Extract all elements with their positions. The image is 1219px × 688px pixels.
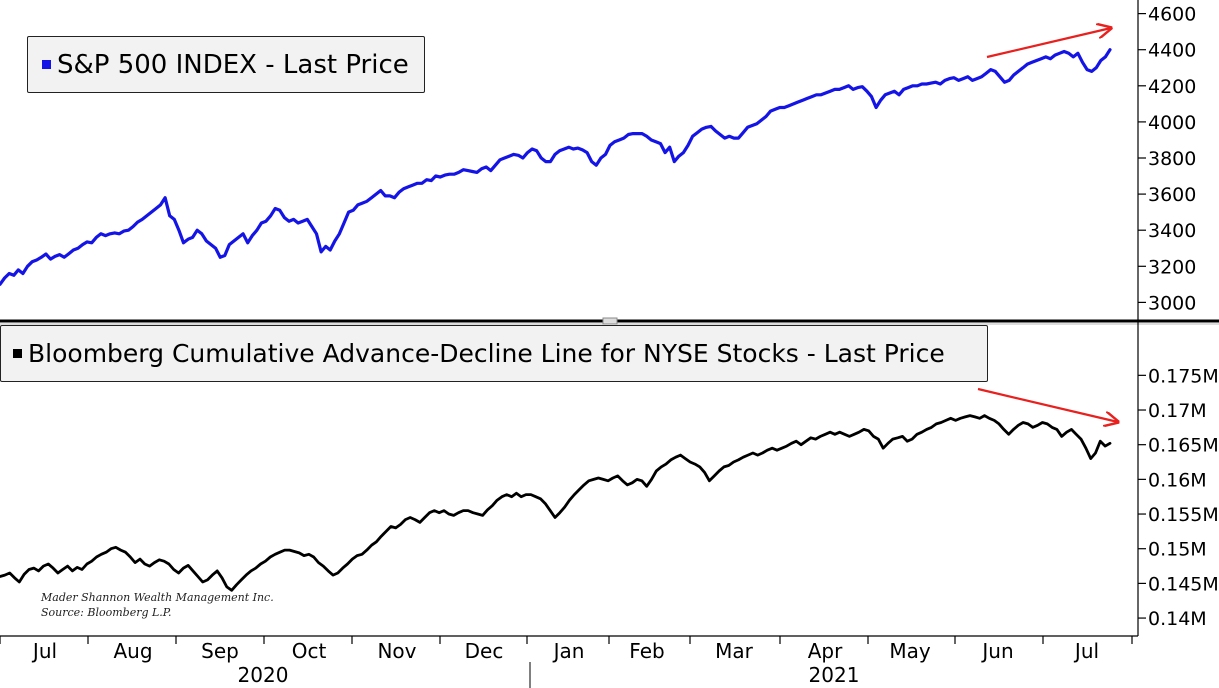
y-tick-label: 3800 [1148, 148, 1196, 170]
y-tick-label: 3400 [1148, 220, 1196, 242]
credit-source: Source: Bloomberg L.P. [41, 606, 172, 619]
y-tick-label: 0.145M [1148, 573, 1219, 595]
credit-firm: Mader Shannon Wealth Management Inc. [41, 591, 274, 604]
sp500-legend-label: S&P 500 INDEX - Last Price [57, 49, 409, 80]
black-square-icon [13, 349, 22, 358]
x-tick-label: Jul [1073, 639, 1099, 663]
y-tick-label: 0.14M [1148, 608, 1207, 630]
x-tick-label: Oct [292, 639, 327, 663]
ad-line-legend-label: Bloomberg Cumulative Advance-Decline Lin… [28, 339, 945, 368]
x-tick-label: Mar [715, 639, 754, 663]
credit-block: Mader Shannon Wealth Management Inc. Sou… [41, 590, 274, 620]
sp500-price-line [0, 48, 1112, 286]
y-tick-label: 3200 [1148, 256, 1196, 278]
panel-resize-handle[interactable] [602, 317, 618, 325]
y-tick-label: 4000 [1148, 112, 1196, 134]
x-tick-label: Feb [629, 639, 664, 663]
x-tick-label: Jul [31, 639, 57, 663]
x-tick-label: Nov [377, 639, 416, 663]
y-tick-label: 4200 [1148, 76, 1196, 98]
x-tick-label: Sep [201, 639, 239, 663]
x-year-label: 2021 [809, 663, 860, 687]
x-tick-label: Jan [552, 639, 585, 663]
x-year-label: 2020 [238, 663, 289, 687]
ad-line-legend: Bloomberg Cumulative Advance-Decline Lin… [0, 325, 988, 382]
x-tick-label: Jun [980, 639, 1013, 663]
y-tick-label: 0.155M [1148, 504, 1219, 526]
y-tick-label: 3000 [1148, 292, 1196, 314]
y-tick-label: 0.17M [1148, 400, 1207, 422]
y-tick-label: 4600 [1148, 4, 1196, 26]
sp500-trend-arrow [986, 28, 1111, 59]
y-tick-label: 0.175M [1148, 365, 1219, 387]
y-tick-label: 0.16M [1148, 469, 1207, 491]
y-tick-label: 4400 [1148, 40, 1196, 62]
x-tick-label: Dec [465, 639, 504, 663]
x-tick-label: Apr [808, 639, 843, 663]
x-tick-label: Aug [113, 639, 152, 663]
ad-line-trend-arrow [977, 387, 1118, 422]
sp500-legend: S&P 500 INDEX - Last Price [27, 36, 425, 93]
blue-square-icon [42, 60, 51, 69]
y-tick-label: 0.15M [1148, 539, 1207, 561]
x-tick-label: May [889, 639, 931, 663]
y-tick-label: 0.165M [1148, 435, 1219, 457]
ad-line-series [0, 414, 1112, 592]
y-tick-label: 3600 [1148, 184, 1196, 206]
